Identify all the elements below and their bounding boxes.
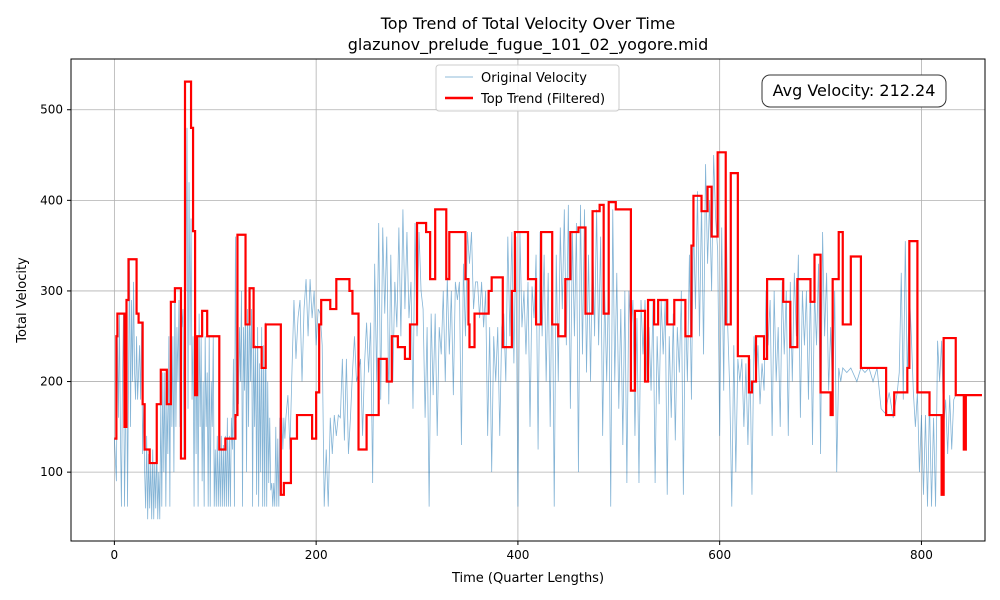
legend-box <box>435 64 620 112</box>
y-tick-label: 400 <box>40 193 63 207</box>
x-ticks: 0 200 400 600 800 <box>111 541 933 562</box>
annotation-text: Avg Velocity: 212.24 <box>773 81 936 100</box>
annotation-box <box>761 74 947 108</box>
x-tick-label: 400 <box>506 548 529 562</box>
y-ticks: 100 200 300 400 500 <box>40 103 71 479</box>
avg-velocity-annotation: Avg Velocity: 212.24 <box>761 74 947 108</box>
legend-label-filtered: Top Trend (Filtered) <box>480 92 605 107</box>
x-tick-label: 0 <box>111 548 119 562</box>
y-tick-label: 500 <box>40 103 63 117</box>
plot-frame <box>70 58 986 542</box>
x-axis-label: Time (Quarter Lengths) <box>451 571 604 586</box>
legend-label-original: Original Velocity <box>481 71 587 86</box>
y-axis-label: Total Velocity <box>15 257 30 344</box>
legend: Original Velocity Top Trend (Filtered) <box>435 64 620 112</box>
y-tick-label: 100 <box>40 465 63 479</box>
y-tick-label: 200 <box>40 375 63 389</box>
x-tick-label: 600 <box>708 548 731 562</box>
x-tick-label: 800 <box>910 548 933 562</box>
y-tick-label: 300 <box>40 284 63 298</box>
series-top-trend <box>114 80 982 496</box>
chart-title: Top Trend of Total Velocity Over Time <box>380 14 676 33</box>
series-layer <box>113 80 982 520</box>
x-tick-label: 200 <box>305 548 328 562</box>
chart-subtitle: glazunov_prelude_fugue_101_02_yogore.mid <box>348 35 709 55</box>
